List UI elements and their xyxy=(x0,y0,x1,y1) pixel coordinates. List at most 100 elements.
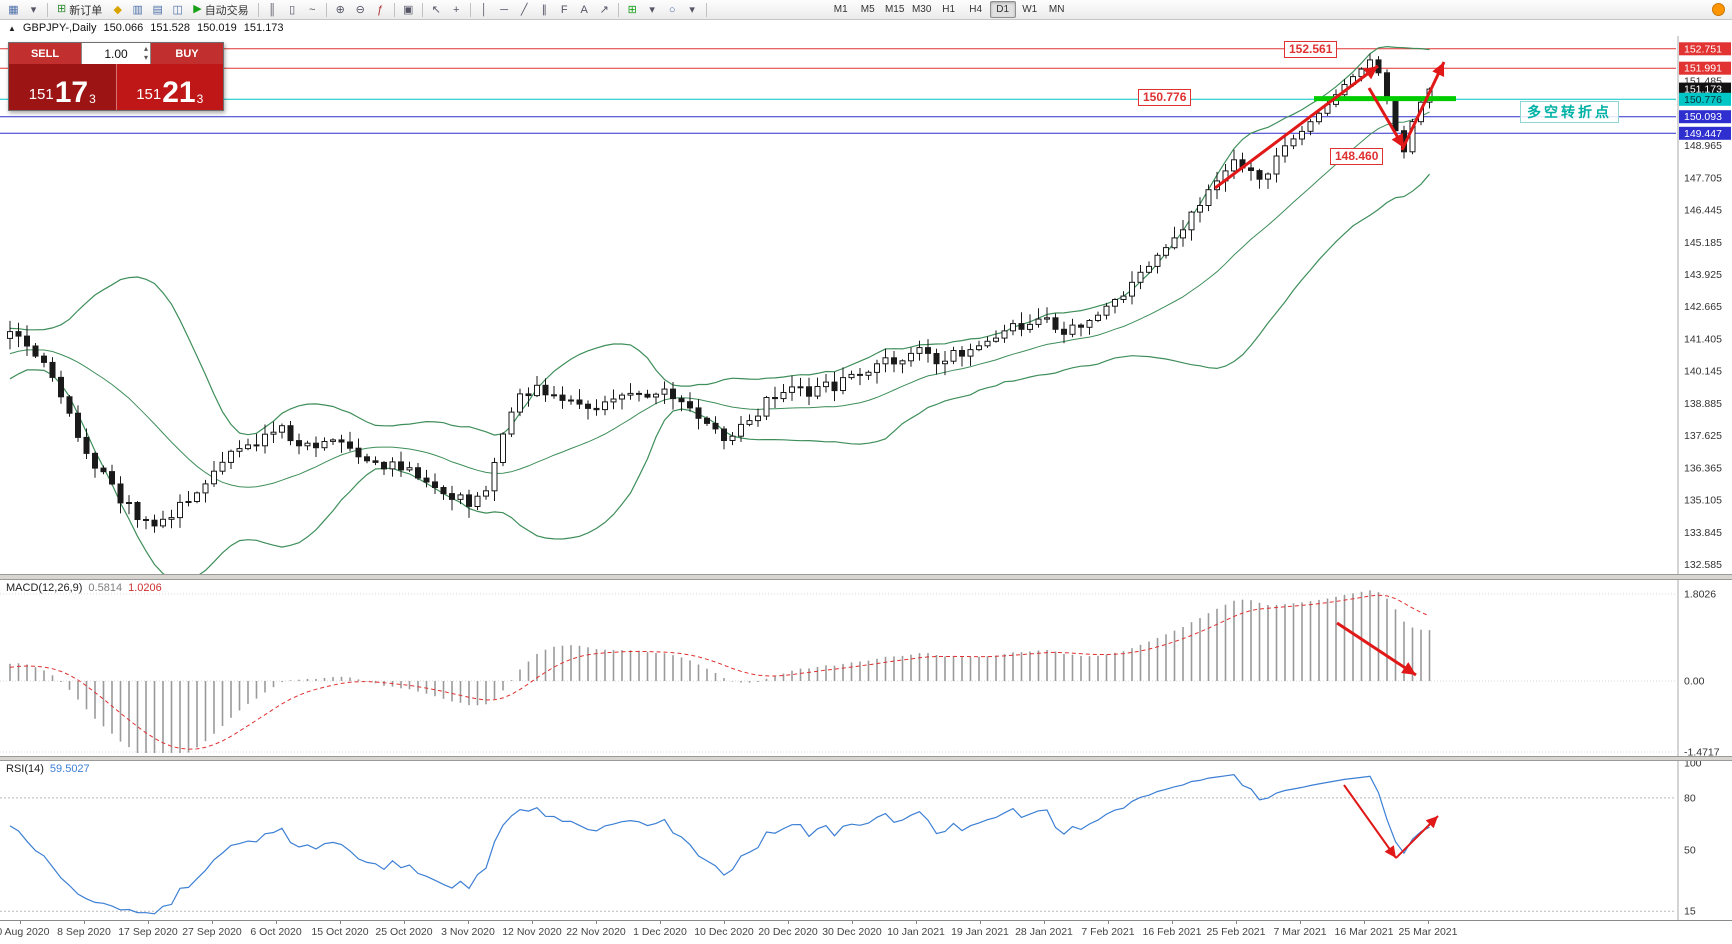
fibonacci-icon[interactable]: F xyxy=(555,1,574,18)
volume-up-icon[interactable]: ▴ xyxy=(143,44,148,53)
shapes-tool-icon[interactable]: ⊞ xyxy=(623,1,642,18)
volume-down-icon[interactable]: ▾ xyxy=(143,53,148,62)
time-axis-tick xyxy=(212,921,213,924)
cycles-dropdown-icon: ▾ xyxy=(689,4,695,16)
new-order-button[interactable]: ⊞ 新订单 xyxy=(52,1,107,18)
time-axis-label: 10 Jan 2021 xyxy=(887,926,945,938)
time-axis-label: 15 Oct 2020 xyxy=(311,926,369,938)
time-axis-label: 7 Mar 2021 xyxy=(1273,926,1327,938)
svg-text:100: 100 xyxy=(1684,761,1702,770)
sell-price-pip: 3 xyxy=(89,92,96,106)
buy-price[interactable]: 151 21 3 xyxy=(115,64,223,110)
sell-price[interactable]: 151 17 3 xyxy=(9,64,116,110)
shapes-dropdown-icon: ▾ xyxy=(649,4,655,16)
svg-text:80: 80 xyxy=(1684,792,1696,804)
timeframe-m15-button[interactable]: M15 xyxy=(884,4,905,15)
one-click-top-row: SELL 1.00 ▴ ▾ BUY xyxy=(9,43,223,64)
toolbar-separator xyxy=(617,2,619,17)
navigator-icon[interactable]: ◫ xyxy=(168,1,187,18)
rsi-panel[interactable]: 100 80 50 15 xyxy=(0,761,1732,920)
svg-text:145.185: 145.185 xyxy=(1684,237,1722,249)
indicators-icon[interactable]: ƒ xyxy=(371,1,390,18)
volume-input[interactable]: 1.00 ▴ ▾ xyxy=(81,43,151,64)
collapse-one-click-icon[interactable]: ▲ xyxy=(8,23,16,33)
sell-button[interactable]: SELL xyxy=(9,43,81,64)
line-chart-icon: ~ xyxy=(308,4,316,16)
data-window-icon: ▤ xyxy=(152,4,163,16)
time-axis-tick xyxy=(340,921,341,924)
symbol-period-label: GBPJPY-,Daily xyxy=(22,22,97,34)
panel-splitter[interactable] xyxy=(0,574,1732,580)
buy-price-major: 151 xyxy=(136,86,162,103)
time-axis-label: 28 Jan 2021 xyxy=(1015,926,1073,938)
toolbar-separator xyxy=(469,2,471,17)
timeframe-m30-button[interactable]: M30 xyxy=(911,4,932,15)
timeframe-m1-button[interactable]: M1 xyxy=(833,4,848,15)
horizontal-line-icon[interactable]: ─ xyxy=(495,1,514,18)
tile-windows-icon[interactable]: ▣ xyxy=(399,1,418,18)
time-axis-label: 16 Feb 2021 xyxy=(1142,926,1202,938)
time-axis-tick xyxy=(1236,921,1237,924)
candlestick-chart-icon[interactable]: ▯ xyxy=(283,1,302,18)
cycles-dropdown-icon[interactable]: ▾ xyxy=(683,1,702,18)
metaeditor-icon[interactable]: ◆ xyxy=(108,1,127,18)
trendline-icon[interactable]: ╱ xyxy=(515,1,534,18)
toolbar-separator xyxy=(257,2,259,17)
macd-signal-value: 1.0206 xyxy=(128,582,162,594)
timeframe-d1-button[interactable]: D1 xyxy=(989,1,1016,18)
sell-price-big: 17 xyxy=(54,76,89,109)
timeframe-w1-button[interactable]: W1 xyxy=(1022,4,1038,15)
cycle-lines-icon[interactable]: ○ xyxy=(663,1,682,18)
arrow-tool-icon[interactable]: ↗ xyxy=(595,1,614,18)
timeframe-h4-button[interactable]: H4 xyxy=(969,4,983,15)
toolbar-separator xyxy=(705,2,707,17)
data-window-icon[interactable]: ▤ xyxy=(148,1,167,18)
crosshair-icon[interactable]: + xyxy=(447,1,466,18)
new-order-button: ⊞ xyxy=(57,3,67,15)
time-axis-tick xyxy=(468,921,469,924)
toolbar-buttons: ▦ ▾ ⊞ 新订单 ◆ ▥ ▤ ◫ ▶ 自动交易 ║ ▯ ~ ⊕ ⊖ ƒ ▣ ↖ + │ ─ ╱ ∥ F A ↗ ⊞ ▾ ○ ▾ xyxy=(4,1,710,18)
time-axis-tick xyxy=(404,921,405,924)
new-chart-icon[interactable]: ▦ xyxy=(4,1,23,18)
macd-panel[interactable]: 1.8026 0.00 -1.4717 xyxy=(0,580,1732,756)
time-axis-tick xyxy=(84,921,85,924)
svg-text:146.445: 146.445 xyxy=(1684,205,1722,217)
chart-profiles-dropdown-icon[interactable]: ▾ xyxy=(24,1,43,18)
zoom-in-icon[interactable]: ⊕ xyxy=(331,1,350,18)
rsi-title: RSI(14) xyxy=(6,763,44,775)
timeframe-m5-button[interactable]: M5 xyxy=(860,4,875,15)
time-axis-tick xyxy=(660,921,661,924)
vertical-line-icon[interactable]: │ xyxy=(475,1,494,18)
market-watch-icon[interactable]: ▥ xyxy=(128,1,147,18)
fibonacci-icon: F xyxy=(560,4,568,16)
time-axis-tick xyxy=(1300,921,1301,924)
bar-chart-icon[interactable]: ║ xyxy=(263,1,282,18)
time-axis[interactable]: 30 Aug 2020 8 Sep 2020 17 Sep 2020 27 Sep 2… xyxy=(0,920,1732,944)
time-axis-label: 25 Oct 2020 xyxy=(375,926,433,938)
text-tool-icon[interactable]: A xyxy=(575,1,594,18)
support-price-label: 150.776 xyxy=(1138,89,1192,106)
shapes-dropdown-icon[interactable]: ▾ xyxy=(643,1,662,18)
channel-icon[interactable]: ∥ xyxy=(535,1,554,18)
close-value: 151.173 xyxy=(243,22,284,34)
autotrading-button[interactable]: ▶ 自动交易 xyxy=(188,1,253,18)
zoom-out-icon: ⊖ xyxy=(355,4,365,16)
candlestick-chart-icon: ▯ xyxy=(289,4,296,16)
cursor-icon[interactable]: ↖ xyxy=(427,1,446,18)
svg-text:135.105: 135.105 xyxy=(1684,495,1722,507)
main-chart-panel[interactable]: 151.485148.965147.705146.445145.185143.9… xyxy=(0,36,1732,574)
svg-text:138.885: 138.885 xyxy=(1684,398,1722,410)
time-axis-tick xyxy=(1364,921,1365,924)
toolbar-separator xyxy=(421,2,423,17)
panel-splitter[interactable] xyxy=(0,756,1732,761)
market-watch-icon: ▥ xyxy=(132,4,143,16)
timeframe-h1-button[interactable]: H1 xyxy=(942,4,956,15)
time-axis-tick xyxy=(1428,921,1429,924)
timeframe-mn-button[interactable]: MN xyxy=(1048,4,1065,15)
line-chart-icon[interactable]: ~ xyxy=(303,1,322,18)
connection-status-icon[interactable] xyxy=(1712,3,1725,16)
zoom-out-icon[interactable]: ⊖ xyxy=(351,1,370,18)
vertical-line-icon: │ xyxy=(480,4,488,16)
buy-button[interactable]: BUY xyxy=(151,43,223,64)
